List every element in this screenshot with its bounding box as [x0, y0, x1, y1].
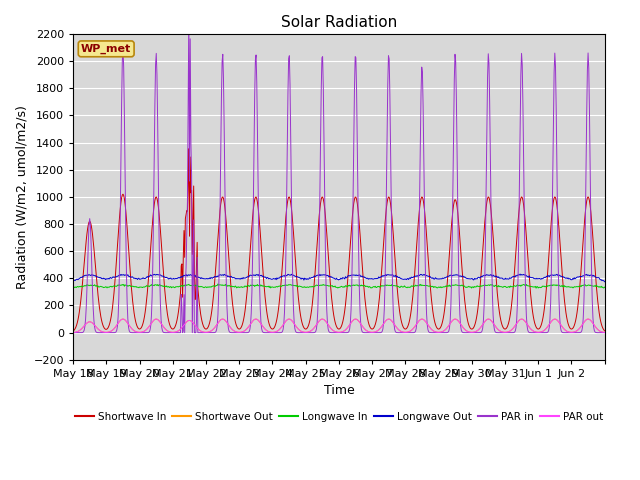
X-axis label: Time: Time [324, 384, 355, 397]
Text: WP_met: WP_met [81, 44, 131, 54]
Legend: Shortwave In, Shortwave Out, Longwave In, Longwave Out, PAR in, PAR out: Shortwave In, Shortwave Out, Longwave In… [70, 408, 607, 426]
Y-axis label: Radiation (W/m2, umol/m2/s): Radiation (W/m2, umol/m2/s) [15, 105, 28, 289]
Title: Solar Radiation: Solar Radiation [281, 15, 397, 30]
